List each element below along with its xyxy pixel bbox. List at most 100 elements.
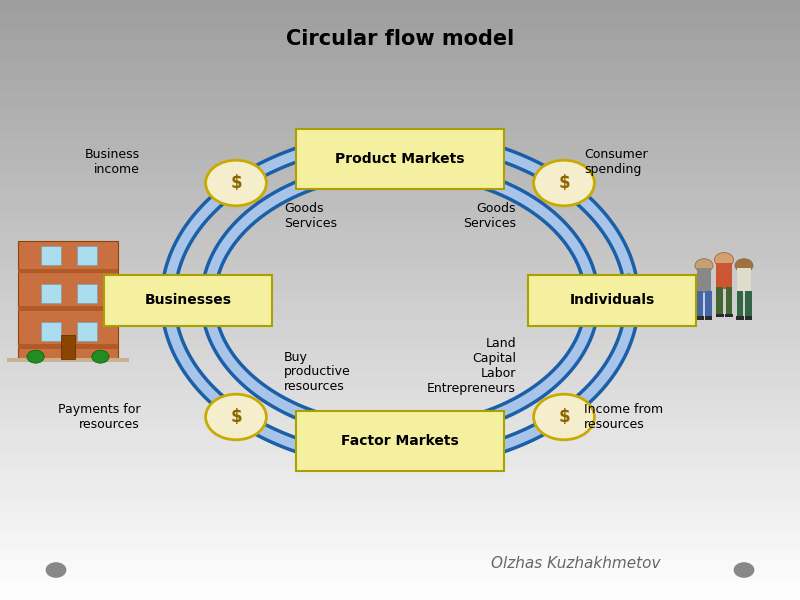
Bar bbox=[0, 60, 800, 70]
Bar bbox=[41, 322, 61, 340]
Bar bbox=[0, 210, 800, 220]
Bar bbox=[737, 268, 751, 292]
FancyBboxPatch shape bbox=[104, 275, 272, 325]
Bar bbox=[0, 400, 800, 410]
Bar bbox=[0, 120, 800, 130]
Bar bbox=[0, 520, 800, 530]
Bar bbox=[0, 140, 800, 150]
Bar bbox=[0, 90, 800, 100]
Bar bbox=[0, 40, 800, 50]
Text: $: $ bbox=[230, 174, 242, 192]
Bar bbox=[0, 240, 800, 250]
Bar bbox=[746, 291, 751, 317]
Bar bbox=[0, 200, 800, 210]
Circle shape bbox=[714, 253, 734, 267]
Bar bbox=[61, 335, 75, 359]
Text: Income from
resources: Income from resources bbox=[584, 403, 663, 431]
Text: Buy
productive
resources: Buy productive resources bbox=[284, 350, 350, 394]
Text: Factor Markets: Factor Markets bbox=[341, 434, 459, 448]
Bar bbox=[0, 590, 800, 600]
Bar bbox=[705, 316, 712, 319]
Text: $: $ bbox=[558, 408, 570, 426]
Bar bbox=[0, 570, 800, 580]
Bar bbox=[0, 320, 800, 330]
Bar bbox=[726, 287, 732, 314]
Bar bbox=[0, 360, 800, 370]
Bar bbox=[41, 284, 61, 302]
Bar bbox=[0, 380, 800, 390]
Bar bbox=[0, 470, 800, 480]
Text: Payments for
resources: Payments for resources bbox=[58, 403, 140, 431]
Bar bbox=[0, 310, 800, 320]
Bar bbox=[0, 20, 800, 30]
Bar bbox=[0, 330, 800, 340]
FancyBboxPatch shape bbox=[528, 275, 696, 325]
Text: Product Markets: Product Markets bbox=[335, 152, 465, 166]
Bar bbox=[725, 314, 733, 317]
Bar bbox=[0, 460, 800, 470]
Circle shape bbox=[735, 259, 753, 272]
Circle shape bbox=[734, 562, 754, 578]
Circle shape bbox=[534, 394, 594, 440]
Bar bbox=[0, 50, 800, 60]
Bar bbox=[0, 110, 800, 120]
Bar bbox=[0, 150, 800, 160]
Text: $: $ bbox=[558, 174, 570, 192]
Bar bbox=[0, 440, 800, 450]
Text: Goods
Services: Goods Services bbox=[463, 202, 516, 230]
Bar bbox=[716, 287, 723, 314]
Bar bbox=[0, 0, 800, 10]
Bar bbox=[697, 268, 711, 292]
FancyBboxPatch shape bbox=[296, 129, 504, 189]
Bar bbox=[0, 230, 800, 240]
Bar bbox=[0, 10, 800, 20]
Bar bbox=[696, 316, 704, 319]
Bar bbox=[0, 350, 800, 360]
Circle shape bbox=[206, 160, 266, 206]
Bar bbox=[0, 290, 800, 300]
Bar bbox=[0, 480, 800, 490]
Bar bbox=[0, 510, 800, 520]
Bar bbox=[0, 490, 800, 500]
Bar bbox=[0, 80, 800, 90]
Text: Circular flow model: Circular flow model bbox=[286, 29, 514, 49]
Bar bbox=[0, 300, 800, 310]
Circle shape bbox=[534, 160, 594, 206]
Bar bbox=[736, 316, 744, 319]
Bar bbox=[0, 190, 800, 200]
FancyBboxPatch shape bbox=[296, 411, 504, 471]
Bar bbox=[0, 390, 800, 400]
Text: Goods
Services: Goods Services bbox=[284, 202, 337, 230]
Bar bbox=[0, 410, 800, 420]
Bar bbox=[0, 560, 800, 570]
Bar bbox=[745, 316, 752, 319]
Text: $: $ bbox=[230, 408, 242, 426]
Bar bbox=[0, 30, 800, 40]
Bar bbox=[0, 340, 800, 350]
Text: Individuals: Individuals bbox=[570, 293, 654, 307]
Bar bbox=[0, 250, 800, 260]
Bar bbox=[0, 170, 800, 180]
Bar bbox=[41, 246, 61, 265]
Bar bbox=[0, 550, 800, 560]
Bar bbox=[697, 291, 703, 317]
Bar bbox=[0, 100, 800, 110]
Bar bbox=[77, 284, 97, 302]
Bar bbox=[0, 370, 800, 380]
Text: Business
income: Business income bbox=[85, 148, 140, 176]
Bar bbox=[0, 160, 800, 170]
Text: Businesses: Businesses bbox=[145, 293, 231, 307]
Bar bbox=[18, 269, 118, 273]
Bar bbox=[0, 540, 800, 550]
Text: Consumer
spending: Consumer spending bbox=[584, 148, 648, 176]
Bar bbox=[7, 358, 129, 362]
Bar bbox=[716, 263, 732, 289]
Bar bbox=[18, 344, 118, 349]
Bar bbox=[0, 270, 800, 280]
Circle shape bbox=[695, 259, 713, 272]
Bar bbox=[0, 530, 800, 540]
Bar bbox=[0, 260, 800, 270]
Bar bbox=[0, 450, 800, 460]
Bar bbox=[0, 180, 800, 190]
Bar bbox=[715, 314, 724, 317]
